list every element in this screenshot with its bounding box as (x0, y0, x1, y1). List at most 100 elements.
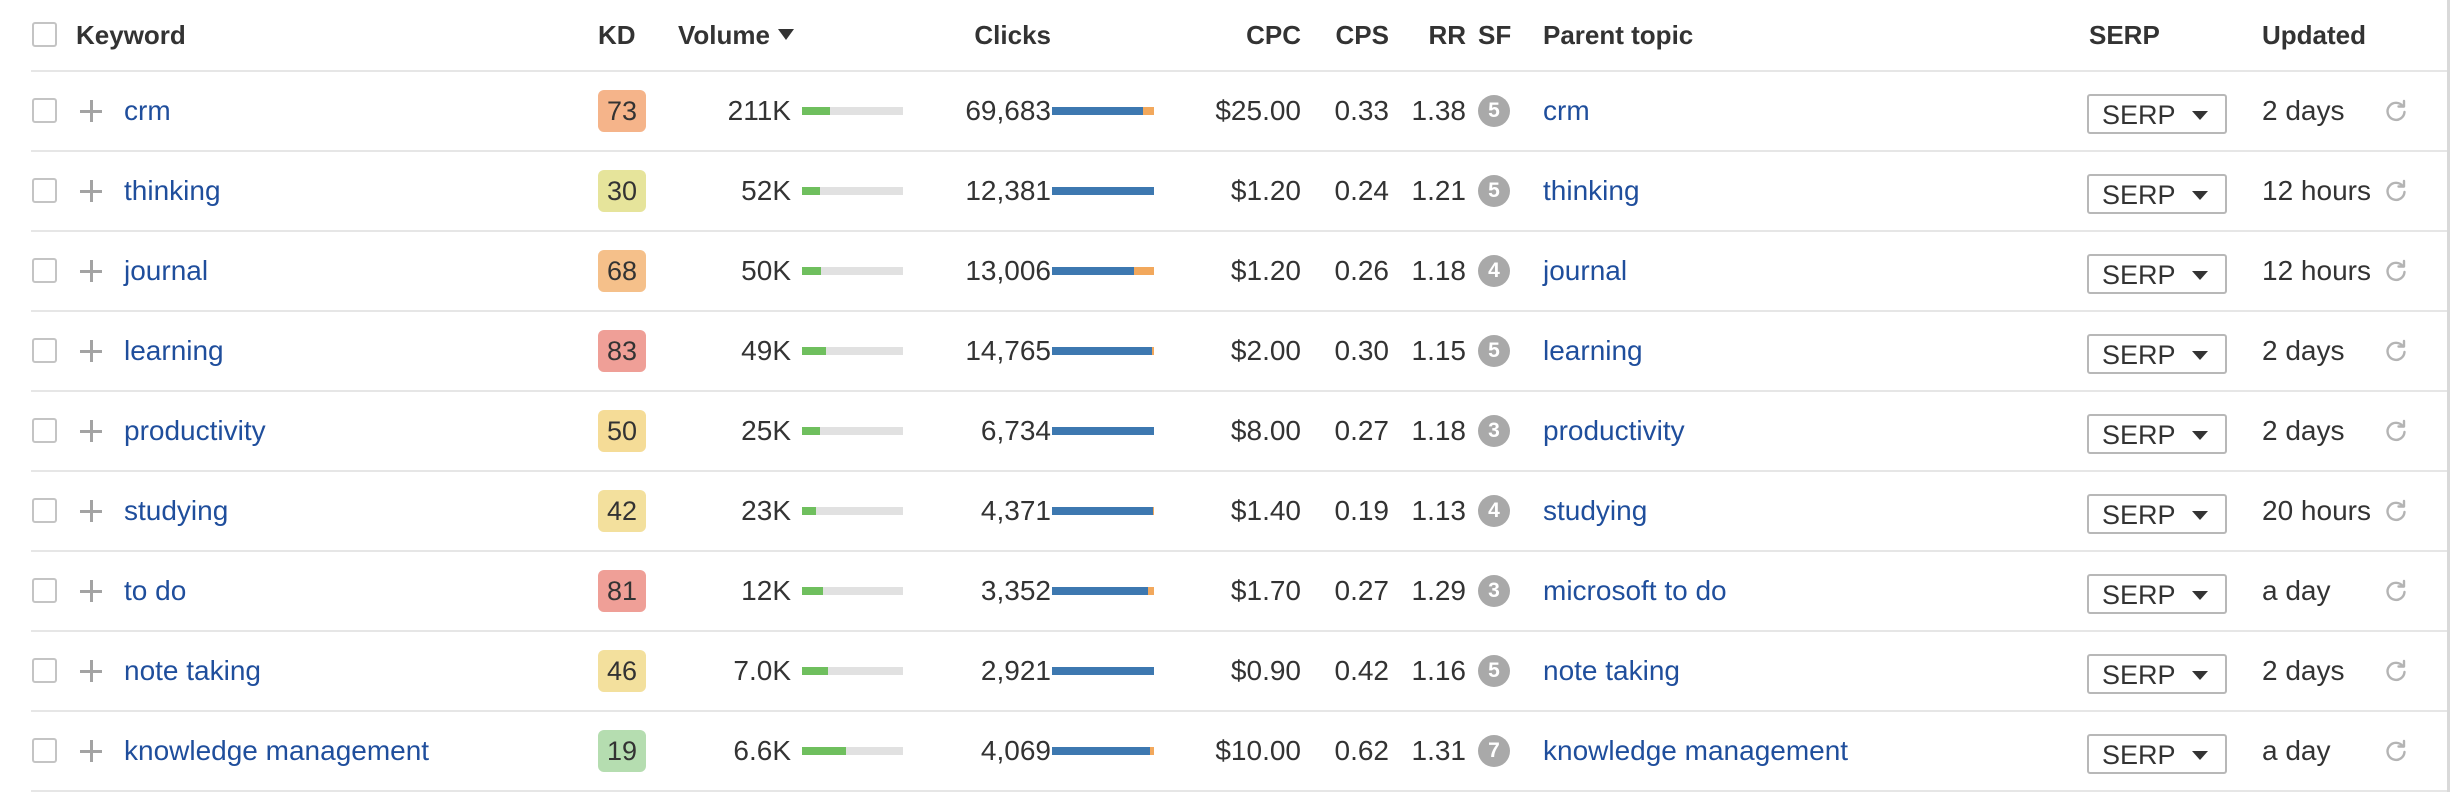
serp-features-badge[interactable]: 4 (1478, 255, 1510, 287)
parent-topic-link[interactable]: productivity (1543, 415, 1685, 446)
refresh-icon[interactable] (2382, 177, 2410, 205)
table-row: studying 42 23K 4,371 $1.40 0.19 1.13 4 … (31, 472, 2447, 552)
column-header-updated[interactable]: Updated (2262, 20, 2366, 50)
column-header-volume[interactable]: Volume (678, 20, 770, 50)
keyword-link[interactable]: to do (124, 575, 187, 606)
serp-dropdown-button[interactable]: SERP (2087, 734, 2227, 774)
table-row: crm 73 211K 69,683 $25.00 0.33 1.38 5 cr… (31, 72, 2447, 152)
plus-icon[interactable] (76, 335, 106, 367)
plus-icon[interactable] (76, 255, 106, 287)
caret-down-icon (2192, 591, 2208, 600)
kd-badge: 83 (598, 330, 646, 372)
column-header-kd[interactable]: KD (598, 20, 636, 50)
serp-dropdown-button[interactable]: SERP (2087, 174, 2227, 214)
keyword-link[interactable]: thinking (124, 175, 221, 206)
serp-features-badge[interactable]: 7 (1478, 735, 1510, 767)
row-checkbox[interactable] (32, 498, 57, 523)
volume-value: 23K (741, 495, 791, 526)
plus-icon[interactable] (76, 735, 106, 767)
parent-topic-link[interactable]: journal (1543, 255, 1628, 286)
volume-bar-fill (802, 107, 831, 115)
serp-dropdown-button[interactable]: SERP (2087, 654, 2227, 694)
volume-bar-fill (802, 587, 824, 595)
row-checkbox[interactable] (32, 178, 57, 203)
kd-badge: 73 (598, 90, 646, 132)
column-header-cpc[interactable]: CPC (1246, 20, 1301, 50)
row-checkbox[interactable] (32, 418, 57, 443)
row-checkbox[interactable] (32, 258, 57, 283)
refresh-icon[interactable] (2382, 97, 2410, 125)
refresh-icon[interactable] (2382, 657, 2410, 685)
refresh-icon-graphic (2386, 739, 2406, 762)
plus-icon[interactable] (76, 575, 106, 607)
serp-dropdown-button[interactable]: SERP (2087, 94, 2227, 134)
keyword-link[interactable]: note taking (124, 655, 261, 686)
plus-icon[interactable] (76, 495, 106, 527)
column-header-keyword[interactable]: Keyword (76, 20, 186, 50)
refresh-icon[interactable] (2382, 337, 2410, 365)
column-header-clicks[interactable]: Clicks (974, 20, 1051, 50)
keyword-link[interactable]: studying (124, 495, 229, 526)
column-header-rr[interactable]: RR (1428, 20, 1466, 50)
serp-features-badge[interactable]: 3 (1478, 415, 1510, 447)
keyword-link[interactable]: learning (124, 335, 224, 366)
serp-button-label: SERP (2102, 420, 2176, 450)
refresh-icon[interactable] (2382, 417, 2410, 445)
clicks-organic-fill (1052, 107, 1143, 115)
parent-topic-link[interactable]: knowledge management (1543, 735, 1849, 766)
serp-dropdown-button[interactable]: SERP (2087, 574, 2227, 614)
plus-icon[interactable] (76, 415, 106, 447)
clicks-bar (1052, 667, 1154, 675)
serp-features-badge[interactable]: 3 (1478, 575, 1510, 607)
serp-features-badge[interactable]: 5 (1478, 655, 1510, 687)
refresh-icon[interactable] (2382, 257, 2410, 285)
cpc-value: $8.00 (1230, 415, 1301, 446)
serp-dropdown-button[interactable]: SERP (2087, 254, 2227, 294)
row-checkbox[interactable] (32, 98, 57, 123)
plus-icon[interactable] (76, 175, 106, 207)
keyword-link[interactable]: knowledge management (124, 735, 430, 766)
column-header-cps[interactable]: CPS (1335, 20, 1389, 50)
updated-value: 2 days (2262, 655, 2345, 686)
updated-value: 12 hours (2262, 255, 2371, 286)
cps-value: 0.19 (1334, 495, 1390, 526)
volume-bar (802, 347, 903, 355)
serp-dropdown-button[interactable]: SERP (2087, 334, 2227, 374)
cpc-value: $1.20 (1230, 255, 1301, 286)
parent-topic-link[interactable]: thinking (1543, 175, 1640, 206)
serp-dropdown-button[interactable]: SERP (2087, 494, 2227, 534)
clicks-value: 6,734 (980, 415, 1051, 446)
refresh-icon[interactable] (2382, 497, 2410, 525)
clicks-value: 2,921 (980, 655, 1051, 686)
row-checkbox[interactable] (32, 658, 57, 683)
serp-features-badge[interactable]: 5 (1478, 95, 1510, 127)
plus-icon[interactable] (76, 95, 106, 127)
column-header-parent-topic[interactable]: Parent topic (1543, 20, 1694, 50)
parent-topic-link[interactable]: studying (1543, 495, 1648, 526)
serp-features-badge[interactable]: 4 (1478, 495, 1510, 527)
keyword-link[interactable]: crm (124, 95, 171, 126)
table-row: note taking 46 7.0K 2,921 $0.90 0.42 1.1… (31, 632, 2447, 712)
select-all-checkbox[interactable] (32, 22, 57, 47)
parent-topic-link[interactable]: crm (1543, 95, 1590, 126)
serp-features-badge[interactable]: 5 (1478, 335, 1510, 367)
keyword-link[interactable]: productivity (124, 415, 266, 446)
parent-topic-link[interactable]: learning (1543, 335, 1643, 366)
clicks-value: 4,371 (980, 495, 1051, 526)
plus-icon[interactable] (76, 655, 106, 687)
row-checkbox[interactable] (32, 338, 57, 363)
parent-topic-link[interactable]: note taking (1543, 655, 1680, 686)
kd-badge: 42 (598, 490, 646, 532)
keyword-link[interactable]: journal (124, 255, 209, 286)
volume-bar (802, 747, 903, 755)
clicks-organic-fill (1052, 587, 1148, 595)
column-header-sf[interactable]: SF (1478, 20, 1512, 50)
row-checkbox[interactable] (32, 578, 57, 603)
refresh-icon[interactable] (2382, 737, 2410, 765)
refresh-icon[interactable] (2382, 577, 2410, 605)
clicks-paid-fill (1152, 507, 1154, 515)
row-checkbox[interactable] (32, 738, 57, 763)
serp-features-badge[interactable]: 5 (1478, 175, 1510, 207)
parent-topic-link[interactable]: microsoft to do (1543, 575, 1727, 606)
serp-dropdown-button[interactable]: SERP (2087, 414, 2227, 454)
